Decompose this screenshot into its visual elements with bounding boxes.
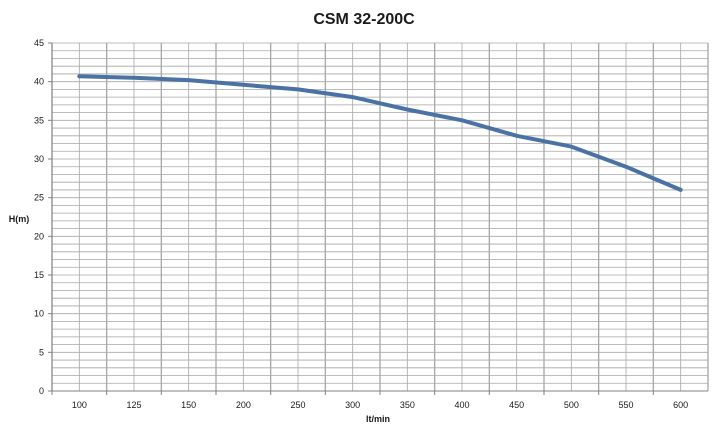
y-tick-label: 35 bbox=[34, 115, 44, 125]
series-line bbox=[77, 74, 683, 192]
y-tick-label: 20 bbox=[34, 231, 44, 241]
x-tick-label: 200 bbox=[236, 400, 251, 410]
series-layer bbox=[77, 74, 683, 192]
y-tick-label: 40 bbox=[34, 77, 44, 87]
x-tick-label: 500 bbox=[564, 400, 579, 410]
y-tick-label: 15 bbox=[34, 270, 44, 280]
y-tick-label: 30 bbox=[34, 154, 44, 164]
chart-title: CSM 32-200C bbox=[313, 11, 415, 28]
y-tick-label: 25 bbox=[34, 193, 44, 203]
x-tick-label: 350 bbox=[400, 400, 415, 410]
x-tick-label: 300 bbox=[345, 400, 360, 410]
y-tick-label: 45 bbox=[34, 38, 44, 48]
axes bbox=[48, 42, 708, 395]
y-axis-label: H(m) bbox=[9, 214, 30, 224]
y-tick-label: 5 bbox=[39, 347, 44, 357]
x-tick-label: 125 bbox=[126, 400, 141, 410]
x-tick-label: 400 bbox=[454, 400, 469, 410]
x-axis-label: lt/min bbox=[366, 414, 390, 424]
grid-lines bbox=[51, 42, 709, 392]
y-tick-label: 0 bbox=[39, 386, 44, 396]
x-tick-label: 450 bbox=[509, 400, 524, 410]
x-tick-label: 250 bbox=[290, 400, 305, 410]
tick-labels: 0 5 10 15 20 25 30 35 40 45 100 125 150 200 250 300 350 4… bbox=[34, 38, 688, 410]
x-tick-label: 600 bbox=[673, 400, 688, 410]
x-tick-label: 550 bbox=[618, 400, 633, 410]
x-tick-label: 100 bbox=[72, 400, 87, 410]
y-tick-label: 10 bbox=[34, 309, 44, 319]
x-tick-label: 150 bbox=[181, 400, 196, 410]
